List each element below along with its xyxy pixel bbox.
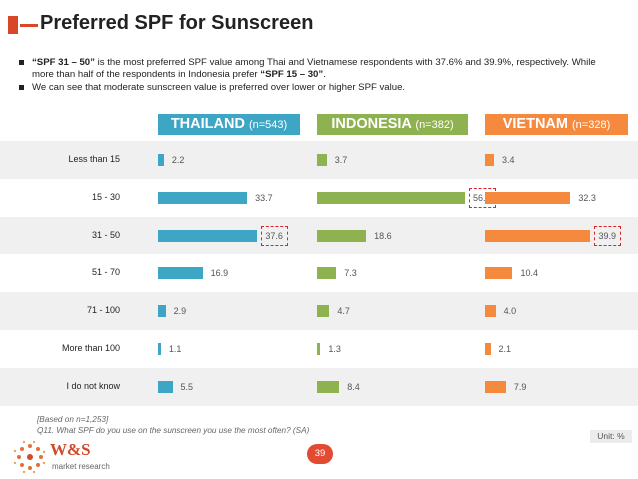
bullet-text: .	[323, 69, 326, 80]
bar-indonesia	[317, 305, 330, 318]
footnote-question: Q11. What SPF do you use on the sunscree…	[37, 426, 310, 435]
bar-vietnam	[485, 267, 513, 280]
value-label: 10.4	[520, 268, 539, 279]
value-label: 4.7	[337, 306, 350, 317]
value-label: 8.4	[347, 381, 360, 392]
bullet-point: “SPF 31 – 50” is the most preferred SPF …	[18, 57, 618, 81]
bar-vietnam	[485, 342, 491, 355]
category-label: 15 - 30	[91, 191, 120, 202]
title-accent	[8, 12, 38, 34]
series-n: (n=543)	[248, 119, 288, 131]
bar-indonesia	[317, 380, 340, 393]
value-label: 37.6	[265, 230, 283, 241]
bar-indonesia	[317, 342, 321, 355]
series-name: VIETNAM	[502, 116, 568, 132]
bar-thailand	[158, 191, 248, 204]
highlight-box	[261, 225, 289, 246]
footnote-base: [Based on n=1,253]	[37, 415, 109, 424]
logo: W&S market research	[12, 440, 122, 476]
category-label: I do not know	[66, 380, 120, 391]
footnote: [Based on n=1,253] Q11. What SPF do you …	[37, 414, 309, 436]
bar-indonesia	[317, 229, 367, 242]
column-header-indonesia: INDONESIA (n=382)	[317, 114, 468, 135]
page-title: Preferred SPF for Sunscreen	[40, 12, 314, 34]
bullet-square-icon	[19, 85, 24, 90]
bullet-point: We can see that moderate sunscreen value…	[18, 82, 618, 94]
value-label: 2.9	[173, 306, 187, 317]
category-label: 31 - 50	[91, 229, 120, 240]
unit-label: Unit: %	[590, 430, 632, 443]
series-n: (n=382)	[415, 119, 454, 131]
bar-indonesia	[317, 153, 327, 166]
value-label: 33.7	[255, 192, 273, 203]
bullet-text: “SPF 15 – 30”	[260, 69, 324, 80]
value-label: 18.6	[374, 230, 392, 241]
bar-vietnam	[485, 191, 571, 204]
series-name: THAILAND	[170, 116, 245, 132]
category-label: 51 - 70	[91, 267, 120, 278]
value-label: 3.7	[334, 154, 348, 165]
category-label: 71 - 100	[86, 305, 120, 316]
bar-thailand	[158, 229, 258, 242]
value-label: 32.3	[578, 192, 596, 203]
value-label: 4.0	[503, 306, 517, 317]
bullet-text: is the most preferred SPF value among Th…	[32, 57, 596, 80]
column-header-vietnam: VIETNAM (n=328)	[485, 114, 628, 135]
value-label: 16.9	[210, 268, 229, 279]
value-label: 56.0	[473, 192, 491, 203]
category-label: More than 100	[61, 342, 120, 353]
column-header-thailand: THAILAND (n=543)	[158, 114, 300, 135]
series-name: INDONESIA	[331, 116, 412, 132]
bar-thailand	[158, 267, 203, 280]
bar-thailand	[158, 305, 166, 318]
value-label: 7.9	[513, 381, 527, 392]
value-label: 39.9	[598, 230, 616, 241]
value-label: 1.1	[168, 343, 182, 354]
bar-vietnam	[485, 305, 496, 318]
bar-vietnam	[485, 380, 506, 393]
value-label: 5.5	[180, 381, 194, 392]
bullet-square-icon	[19, 60, 24, 65]
summary-bullets: “SPF 31 – 50” is the most preferred SPF …	[18, 57, 618, 95]
value-label: 2.2	[171, 154, 185, 165]
bar-indonesia	[317, 191, 465, 204]
page-number: 39	[307, 444, 333, 464]
value-label: 1.3	[328, 343, 341, 354]
category-label: Less than 15	[68, 153, 120, 164]
value-label: 2.1	[498, 343, 512, 354]
bar-thailand	[158, 153, 164, 166]
bar-vietnam	[485, 229, 591, 242]
logo-tagline: market research	[52, 462, 110, 471]
logo-wordmark: W&S	[50, 440, 91, 459]
bar-vietnam	[485, 153, 494, 166]
bar-indonesia	[317, 267, 337, 280]
bullet-text: “SPF 31 – 50”	[32, 57, 95, 68]
bullet-text: We can see that moderate sunscreen value…	[32, 82, 406, 93]
value-label: 7.3	[344, 268, 357, 279]
logo-mark-icon	[13, 440, 46, 474]
bar-thailand	[158, 380, 173, 393]
value-label: 3.4	[501, 154, 515, 165]
highlight-box	[594, 225, 622, 246]
series-n: (n=328)	[572, 119, 611, 131]
bar-thailand	[158, 342, 161, 355]
